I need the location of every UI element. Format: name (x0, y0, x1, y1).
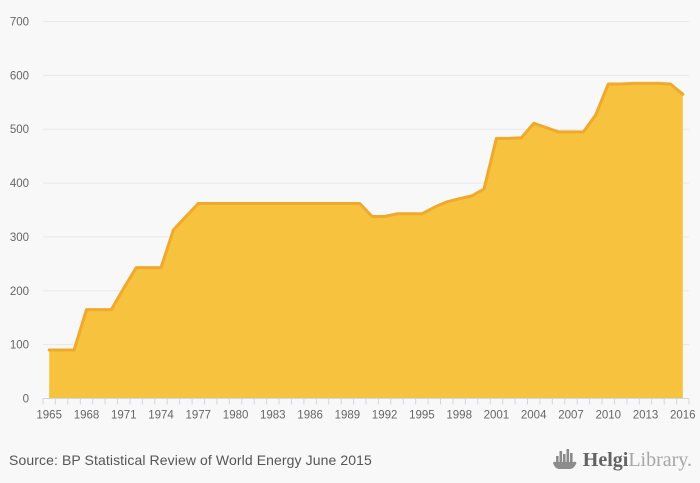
source-text: Source: BP Statistical Review of World E… (9, 452, 372, 468)
area-series-fill (49, 83, 683, 399)
y-axis-label: 300 (10, 232, 29, 244)
x-axis-label: 2010 (596, 410, 622, 422)
x-axis-label: 2007 (558, 410, 584, 422)
x-axis-label: 1971 (111, 410, 137, 422)
x-axis-label: 1980 (223, 410, 249, 422)
area-series-line (47, 81, 685, 352)
x-axis-label: 1998 (446, 410, 472, 422)
brand-text: HelgiLibrary. (583, 446, 692, 474)
ship-icon (552, 449, 577, 469)
x-axis-label: 1995 (409, 410, 435, 422)
x-axis-label: 1992 (372, 410, 398, 422)
x-axis-label: 2004 (521, 410, 547, 422)
y-axis-label: 100 (10, 340, 29, 352)
x-axis-label: 1977 (186, 410, 212, 422)
x-axis-label: 2016 (670, 410, 696, 422)
x-axis-label: 1968 (74, 410, 100, 422)
helgi-library-logo[interactable]: HelgiLibrary. (552, 446, 692, 474)
y-axis-label: 200 (10, 286, 29, 298)
x-axis-label: 2013 (633, 410, 659, 422)
x-axis-label: 1974 (148, 410, 174, 422)
x-axis-label: 2001 (484, 410, 510, 422)
y-axis-label: 600 (10, 70, 29, 82)
chart-footer: Source: BP Statistical Review of World E… (0, 444, 700, 483)
y-axis-label: 500 (10, 124, 29, 136)
y-axis-label: 400 (10, 178, 29, 190)
x-axis-label: 1986 (297, 410, 323, 422)
brand-name-light: Library. (628, 449, 692, 471)
energy-area-chart[interactable]: 0 100 200 300 400 500 600 700 1965 1968 1971 1974 19… (0, 0, 700, 444)
y-axis-label: 700 (10, 17, 29, 29)
brand-name-bold: Helgi (582, 449, 629, 471)
y-axis-label: 0 (23, 394, 29, 406)
x-axis-label: 1989 (335, 410, 361, 422)
x-axis-label: 1983 (260, 410, 286, 422)
x-axis-label: 1965 (36, 410, 62, 422)
